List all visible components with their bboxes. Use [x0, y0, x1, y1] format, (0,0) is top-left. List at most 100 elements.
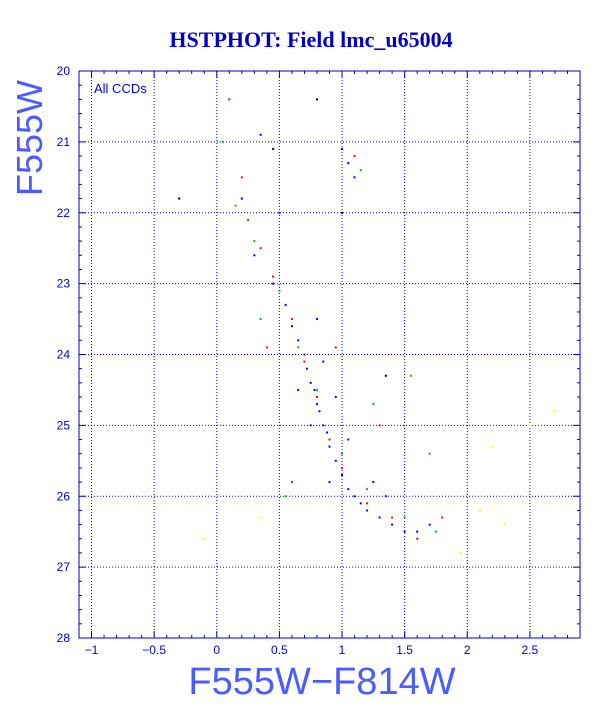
data-point	[240, 176, 243, 179]
data-point	[284, 303, 287, 306]
data-point	[315, 403, 318, 406]
data-point	[290, 318, 293, 321]
data-point	[240, 197, 243, 200]
y-axis-label: F555W	[9, 80, 50, 196]
data-point	[328, 438, 331, 441]
x-tick-label: −1	[85, 643, 99, 657]
data-point	[272, 282, 275, 285]
y-tick-label: 20	[57, 64, 71, 78]
data-point	[341, 452, 344, 455]
y-tick-label: 24	[57, 348, 71, 362]
data-point	[290, 481, 293, 484]
data-point	[234, 204, 237, 207]
x-tick-label: 1.5	[396, 643, 413, 657]
data-point	[325, 431, 328, 434]
data-point	[372, 403, 375, 406]
data-point	[322, 360, 325, 363]
data-point	[290, 325, 293, 328]
data-point	[328, 481, 331, 484]
data-point	[478, 509, 481, 512]
data-point	[384, 495, 387, 498]
data-point	[253, 254, 256, 257]
y-tick-label: 25	[57, 418, 71, 432]
data-point	[259, 247, 262, 250]
data-point	[416, 530, 419, 533]
data-point	[428, 452, 431, 455]
data-point	[359, 502, 362, 505]
data-point	[391, 523, 394, 526]
data-point	[353, 155, 356, 158]
data-point	[434, 530, 437, 533]
data-point	[265, 346, 268, 349]
data-point	[347, 162, 350, 165]
data-point	[334, 459, 337, 462]
data-point	[309, 381, 312, 384]
data-point	[441, 516, 444, 519]
x-tick-label: 1	[339, 643, 346, 657]
data-point	[203, 537, 206, 540]
data-point	[178, 197, 181, 200]
x-tick-label: 0	[213, 643, 220, 657]
data-point	[315, 396, 318, 399]
x-tick-label: 2	[464, 643, 471, 657]
data-point	[366, 509, 369, 512]
data-point	[353, 495, 356, 498]
data-point	[253, 240, 256, 243]
data-point	[315, 318, 318, 321]
data-point	[378, 516, 381, 519]
data-point	[384, 374, 387, 377]
data-point	[297, 346, 300, 349]
y-tick-label: 23	[57, 277, 71, 291]
data-point	[278, 289, 281, 292]
data-point	[303, 360, 306, 363]
data-point	[259, 516, 262, 519]
data-point	[460, 551, 463, 554]
x-tick-label: 2.5	[522, 643, 539, 657]
data-point	[359, 169, 362, 172]
data-point	[334, 396, 337, 399]
x-axis-label: F555W−F814W	[188, 661, 455, 703]
data-point	[403, 516, 406, 519]
x-tick-label: −0.5	[142, 643, 166, 657]
data-point	[305, 367, 308, 370]
data-point	[341, 211, 344, 214]
data-point	[272, 147, 275, 150]
data-point	[315, 98, 318, 101]
data-point	[297, 339, 300, 342]
data-point	[347, 438, 350, 441]
data-point	[322, 424, 325, 427]
data-point	[491, 445, 494, 448]
data-point	[528, 424, 531, 427]
data-point	[222, 140, 225, 143]
data-point	[353, 176, 356, 179]
y-tick-label: 26	[57, 489, 71, 503]
data-point	[318, 410, 321, 413]
data-point	[503, 523, 506, 526]
data-point	[297, 388, 300, 391]
data-point	[341, 466, 344, 469]
data-point	[366, 488, 369, 491]
data-point	[409, 374, 412, 377]
data-points	[178, 98, 556, 554]
data-point	[372, 481, 375, 484]
data-point	[347, 488, 350, 491]
data-point	[313, 388, 316, 391]
data-point	[315, 388, 318, 391]
data-point	[378, 424, 381, 427]
data-point	[553, 410, 556, 413]
y-tick-label: 22	[57, 206, 71, 220]
data-point	[278, 211, 281, 214]
data-point	[366, 502, 369, 505]
y-tick-label: 21	[57, 135, 71, 149]
chart-title: HSTPHOT: Field lmc_u65004	[169, 27, 452, 52]
data-point	[309, 424, 312, 427]
data-point	[259, 318, 262, 321]
data-point	[328, 445, 331, 448]
data-point	[416, 537, 419, 540]
data-point	[259, 133, 262, 136]
y-tick-label: 28	[57, 631, 71, 645]
y-tick-label: 27	[57, 560, 71, 574]
data-point	[391, 516, 394, 519]
data-point	[334, 346, 337, 349]
